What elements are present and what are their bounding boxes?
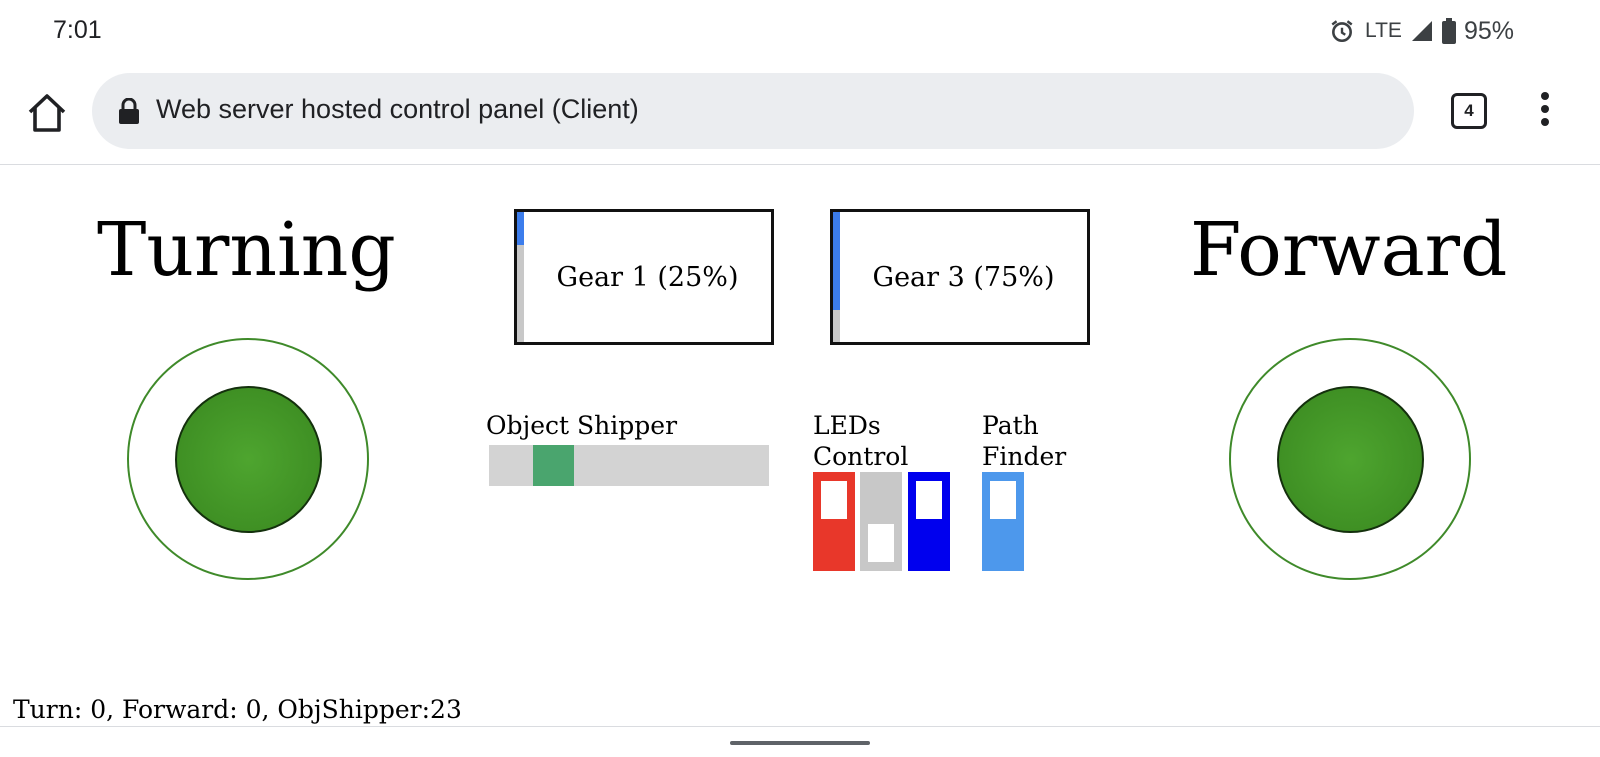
gear-left-label: Gear 1 (25%) bbox=[556, 262, 739, 293]
object-shipper-slider[interactable] bbox=[489, 445, 769, 486]
gear-level-fill bbox=[517, 212, 524, 245]
leds-label-line2: Control bbox=[813, 442, 909, 471]
path-label-line1: Path bbox=[982, 411, 1039, 440]
path-label-line2: Finder bbox=[982, 442, 1067, 471]
lock-icon bbox=[119, 98, 139, 124]
object-shipper-label: Object Shipper bbox=[486, 411, 678, 440]
joystick-knob[interactable] bbox=[1277, 386, 1424, 533]
battery-icon bbox=[1441, 18, 1456, 44]
turning-joystick[interactable] bbox=[127, 338, 369, 580]
slider-thumb[interactable] bbox=[533, 445, 575, 486]
divider bbox=[0, 726, 1600, 727]
forward-joystick[interactable] bbox=[1229, 338, 1471, 580]
network-type: LTE bbox=[1364, 19, 1402, 42]
path-finder-label: Path Finder bbox=[982, 410, 1066, 472]
led-gray-toggle[interactable] bbox=[860, 472, 902, 571]
status-bar: 7:01 LTE 95% bbox=[0, 0, 1600, 64]
leds-label-line1: LEDs bbox=[813, 411, 881, 440]
gear-level-fill bbox=[833, 212, 840, 310]
forward-label: Forward bbox=[1190, 207, 1508, 293]
toggle-knob bbox=[868, 524, 894, 562]
gesture-nav-handle[interactable] bbox=[730, 741, 870, 745]
tabs-button[interactable]: 4 bbox=[1451, 93, 1487, 129]
status-time: 7:01 bbox=[53, 16, 102, 44]
home-icon[interactable] bbox=[24, 90, 70, 136]
joystick-ring bbox=[1229, 338, 1471, 580]
joystick-knob[interactable] bbox=[175, 386, 322, 533]
status-icons: LTE 95% bbox=[1329, 14, 1514, 48]
toggle-knob bbox=[990, 481, 1016, 519]
led-blue-toggle[interactable] bbox=[908, 472, 950, 571]
leds-control-label: LEDs Control bbox=[813, 410, 908, 472]
url-bar[interactable]: Web server hosted control panel (Client) bbox=[92, 73, 1414, 149]
gear-left-button[interactable]: Gear 1 (25%) bbox=[514, 209, 774, 345]
status-readout: Turn: 0, Forward: 0, ObjShipper:23 bbox=[13, 695, 462, 724]
toggle-knob bbox=[821, 481, 847, 519]
joystick-ring bbox=[127, 338, 369, 580]
browser-toolbar: Web server hosted control panel (Client)… bbox=[0, 64, 1600, 165]
alarm-icon bbox=[1331, 20, 1353, 43]
menu-icon[interactable] bbox=[1535, 92, 1555, 132]
toggle-knob bbox=[916, 481, 942, 519]
url-text[interactable]: Web server hosted control panel (Client) bbox=[156, 94, 639, 124]
gear-level-track bbox=[517, 212, 524, 342]
turning-label: Turning bbox=[97, 207, 396, 293]
battery-percent: 95% bbox=[1463, 16, 1514, 45]
led-red-toggle[interactable] bbox=[813, 472, 855, 571]
gear-right-button[interactable]: Gear 3 (75%) bbox=[830, 209, 1090, 345]
gear-right-label: Gear 3 (75%) bbox=[872, 262, 1055, 293]
gear-level-track bbox=[833, 212, 840, 342]
signal-icon bbox=[1411, 21, 1432, 41]
path-finder-toggle[interactable] bbox=[982, 472, 1024, 571]
